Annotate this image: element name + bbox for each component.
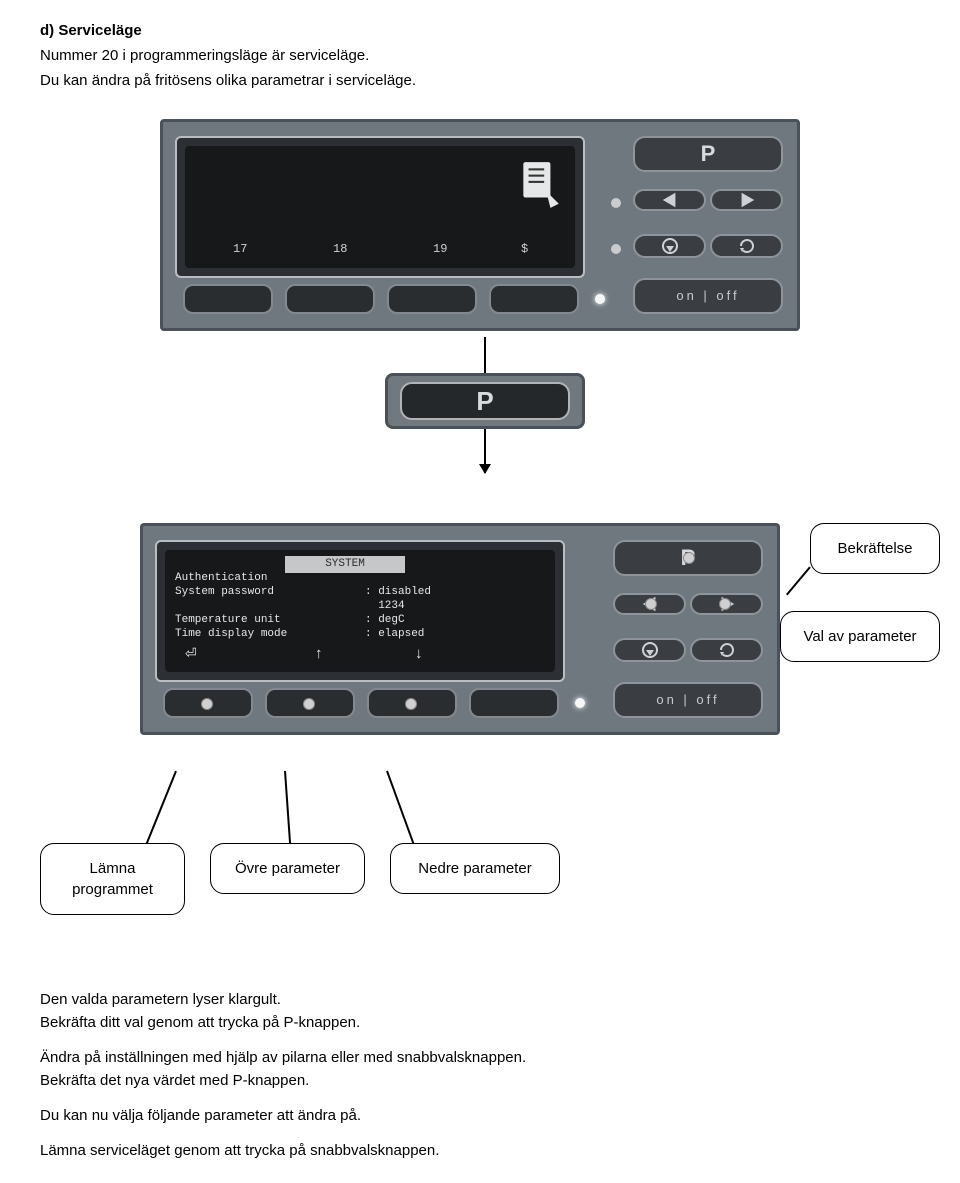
panel2-line2l: System password [175,586,274,599]
panel2-down-cycle[interactable] [613,638,686,662]
control-panel-2: SYSTEM Authentication System password : … [140,523,780,735]
body-p1a: Den valda parametern lyser klargult. [40,989,920,1010]
panel1-down-cycle[interactable] [633,234,706,258]
panel2-system-bar: SYSTEM [285,556,405,573]
body-p1b: Bekräfta ditt val genom att trycka på P-… [40,1012,920,1033]
panel2-line1: Authentication [175,572,267,585]
body-p3: Du kan nu välja följande parameter att ä… [40,1105,920,1126]
panel1-refresh[interactable] [710,234,783,258]
panel1-onoff-label: on | off [676,287,739,305]
body-p2a: Ändra på inställningen med hjälp av pila… [40,1047,920,1068]
body-text: Den valda parametern lyser klargult. Bek… [40,989,920,1161]
panel1-symbol: $ [521,241,528,258]
dot-param-l [645,598,657,610]
panel1-num-18: 18 [333,241,347,258]
callout-upper-text: Övre parameter [235,858,340,879]
dot-lower [405,698,417,710]
panel2-line4l: Temperature unit [175,614,281,627]
panel2-area: Bekräftelse Val av parameter SYSTEM Auth… [40,523,940,983]
panel1-left-arrow[interactable] [633,189,706,211]
document-icon [519,160,561,210]
callout-exit: Lämna programmet [40,843,185,915]
panel2-line5r: : elapsed [365,628,424,641]
panel2-back-icon: ⏎ [185,644,197,664]
callout-param-select-text: Val av parameter [803,626,916,647]
p-button-label: P [476,383,493,419]
panel2-line4r: : degC [365,614,405,627]
panel1-p-label: P [701,139,716,170]
panel2-led-bright [575,698,585,708]
body-p2b: Bekräfta det nya värdet med P-knappen. [40,1070,920,1091]
line-lower [386,771,415,847]
panel1-p-button[interactable]: P [633,136,783,172]
body-p4: Lämna serviceläget genom att trycka på s… [40,1140,920,1161]
callout-lower: Nedre parameter [390,843,560,894]
panel1-soft-btn-1[interactable] [183,284,273,314]
dot-exit [201,698,213,710]
panel2-down-arrow-icon: ↓ [415,643,423,664]
panel2-arrow-buttons[interactable] [613,586,763,622]
standalone-p-button[interactable]: P [385,373,585,429]
panel2-screen: SYSTEM Authentication System password : … [155,540,565,682]
panel1-led-bright [595,294,605,304]
panel1-right-arrow[interactable] [710,189,783,211]
panel2-onoff-button[interactable]: on | off [613,682,763,718]
p-button-inner: P [400,382,570,420]
panel2-cycle-buttons[interactable] [613,632,763,668]
panel1-num-17: 17 [233,241,247,258]
line-upper [284,771,291,851]
panel1-arrow-buttons[interactable] [633,182,783,218]
callout-confirm-text: Bekräftelse [837,538,912,559]
panel2-soft-btn-4[interactable] [469,688,559,718]
panel1-onoff-button[interactable]: on | off [633,278,783,314]
panel1-led-3 [611,244,621,254]
line-exit [145,771,176,846]
arrow-line-top [484,337,486,373]
panel2-line3r: 1234 [365,600,405,613]
section-title: d) Serviceläge [40,20,920,41]
dot-param-r [719,598,731,610]
section-header: d) Serviceläge Nummer 20 i programmering… [40,20,920,91]
panel2-up-arrow-icon: ↑ [315,643,323,664]
panel2-line2r: : disabled [365,586,431,599]
p-button-flow: P [385,337,585,473]
callout-confirm-line [786,567,810,596]
panel1-soft-btn-3[interactable] [387,284,477,314]
panel1-cycle-buttons[interactable] [633,228,783,264]
arrow-line-bottom [484,429,486,473]
panel1-soft-btn-2[interactable] [285,284,375,314]
panel2-line5l: Time display mode [175,628,287,641]
control-panel-1: 17 18 19 $ P [160,119,800,331]
callout-upper: Övre parameter [210,843,365,894]
panel1-display: 17 18 19 $ [185,146,575,268]
panel1-soft-btn-4[interactable] [489,284,579,314]
panel2-refresh[interactable] [690,638,763,662]
callout-param-select: Val av parameter [780,611,940,662]
intro-line-1: Nummer 20 i programmeringsläge är servic… [40,45,920,66]
panel1-num-19: 19 [433,241,447,258]
panel1-led-2 [611,198,621,208]
panel2-onoff-label: on | off [656,691,719,709]
callout-exit-text: Lämna programmet [72,858,153,900]
callout-lower-text: Nedre parameter [418,858,531,879]
intro-line-2: Du kan ändra på fritösens olika parametr… [40,70,920,91]
callout-confirm: Bekräftelse [810,523,940,574]
panel2-display: SYSTEM Authentication System password : … [165,550,555,672]
dot-upper [303,698,315,710]
dot-confirm [683,552,695,564]
panel1-screen: 17 18 19 $ [175,136,585,278]
